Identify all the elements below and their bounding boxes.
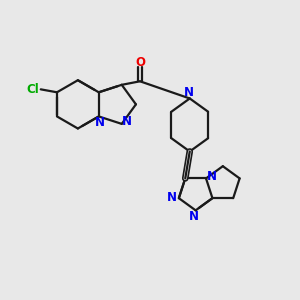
Text: N: N — [189, 210, 199, 223]
Text: N: N — [167, 191, 177, 204]
Text: O: O — [135, 56, 145, 69]
Text: N: N — [122, 115, 132, 128]
Text: N: N — [207, 170, 217, 183]
Text: N: N — [184, 86, 194, 99]
Text: Cl: Cl — [26, 83, 39, 96]
Text: N: N — [95, 116, 105, 129]
